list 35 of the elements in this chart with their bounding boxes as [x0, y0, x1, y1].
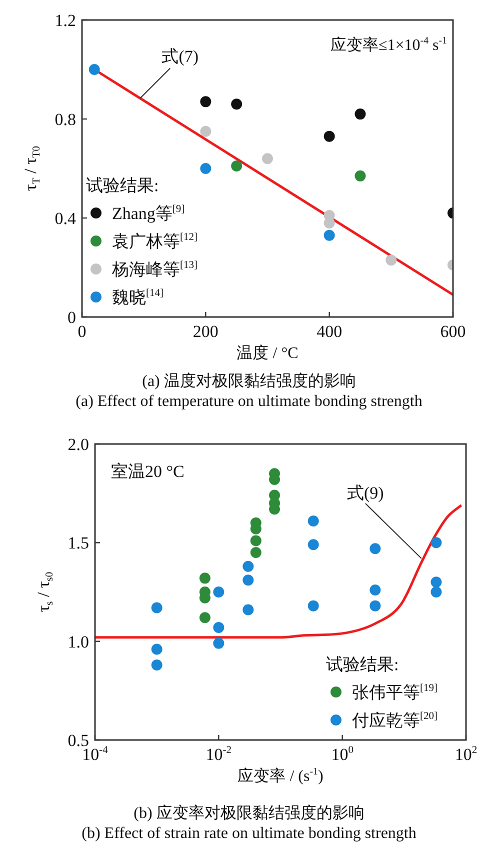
legend-title: 试验结果: — [326, 655, 399, 674]
point — [324, 130, 335, 142]
text: (a) 温度对极限黏结强度的影响 — [141, 372, 357, 392]
point — [324, 230, 335, 241]
annotation: 式(9) — [346, 483, 384, 502]
x-tick-label: 200 — [192, 322, 218, 341]
text: (a) Effect of temperature on ultimate bonding strength — [74, 392, 424, 412]
x-axis-title: 温度 / °C — [236, 344, 298, 362]
y-tick-label: 0.4 — [54, 209, 76, 228]
x-tick-label: 400 — [316, 322, 342, 341]
y-tick-label: 0.5 — [68, 731, 89, 750]
y-axis-title: τs / τs0 — [34, 572, 56, 612]
point — [354, 108, 366, 120]
y-tick-label: 0.8 — [54, 110, 76, 129]
annotation: 室温20 °C — [111, 462, 184, 481]
text: (b) Effect of strain rate on ultimate bonding strength — [80, 824, 418, 844]
point — [200, 126, 212, 137]
text: (b) 应变率对极限黏结强度的影响 — [132, 804, 366, 824]
point — [231, 160, 242, 172]
point — [200, 96, 212, 108]
y-tick-label: 1.5 — [68, 534, 89, 553]
y-tick-label: 1.2 — [54, 11, 76, 30]
point — [88, 64, 100, 75]
point — [354, 170, 366, 182]
y-tick-label: 0 — [68, 308, 76, 327]
legend-title: 试验结果: — [86, 176, 159, 195]
y-tick-label: 2.0 — [68, 435, 89, 454]
y-tick-label: 1.0 — [68, 632, 89, 652]
point — [231, 98, 242, 110]
x-tick-label: 600 — [440, 322, 466, 341]
point — [262, 153, 273, 164]
point — [200, 163, 212, 174]
point — [386, 254, 397, 266]
y-axis-title: τT / τT0 — [21, 146, 43, 192]
annotation: 式(7) — [162, 47, 199, 66]
